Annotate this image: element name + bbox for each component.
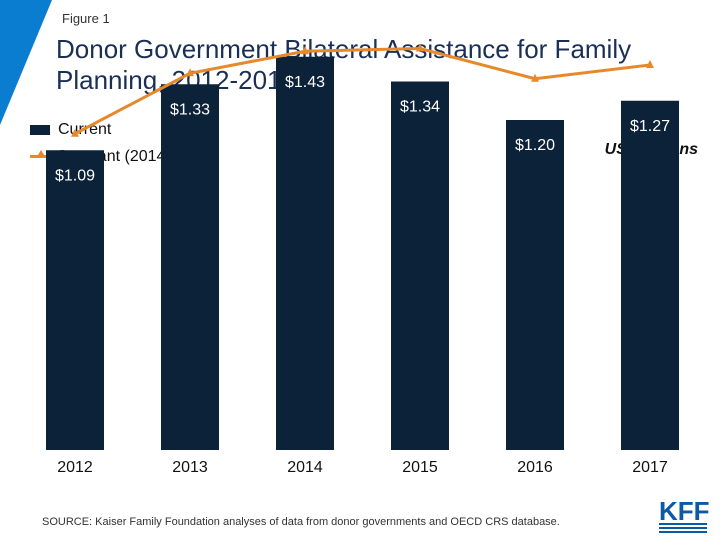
bar-2016 [506, 120, 564, 450]
constant-point-2016 [531, 73, 539, 82]
bar-2017 [621, 100, 679, 450]
legend-swatch-current [30, 124, 50, 135]
constant-point-2012 [71, 128, 79, 137]
legend-swatch-constant [30, 150, 52, 158]
constant-point-2014 [301, 46, 309, 55]
kff-logo: KFF [659, 496, 709, 533]
x-tick-label-2016: 2016 [517, 459, 553, 476]
bar-value-label-2012: $1.09 [55, 167, 95, 184]
bar-2012 [46, 150, 104, 450]
figure-label: Figure 1 [62, 11, 110, 26]
constant-point-2013 [186, 68, 194, 77]
bar-2013 [161, 84, 219, 450]
bar-value-label-2015: $1.34 [400, 99, 440, 116]
x-tick-label-2013: 2013 [172, 459, 208, 476]
x-tick-label-2012: 2012 [57, 459, 93, 476]
bar-value-label-2014: $1.43 [285, 74, 325, 91]
svg-text:KFF: KFF [659, 496, 709, 526]
x-tick-label-2015: 2015 [402, 459, 438, 476]
x-tick-label-2014: 2014 [287, 459, 323, 476]
x-tick-label-2017: 2017 [632, 459, 668, 476]
bar-value-label-2016: $1.20 [515, 137, 555, 154]
constant-point-2017 [646, 60, 654, 68]
bar-2015 [391, 81, 449, 450]
constant-series-line [74, 46, 651, 136]
bar-value-label-2013: $1.33 [170, 101, 210, 118]
source-note: SOURCE: Kaiser Family Foundation analyse… [42, 516, 560, 528]
bar-2014 [276, 56, 334, 450]
constant-point-2015 [416, 43, 424, 52]
bar-value-label-2017: $1.27 [630, 118, 670, 135]
